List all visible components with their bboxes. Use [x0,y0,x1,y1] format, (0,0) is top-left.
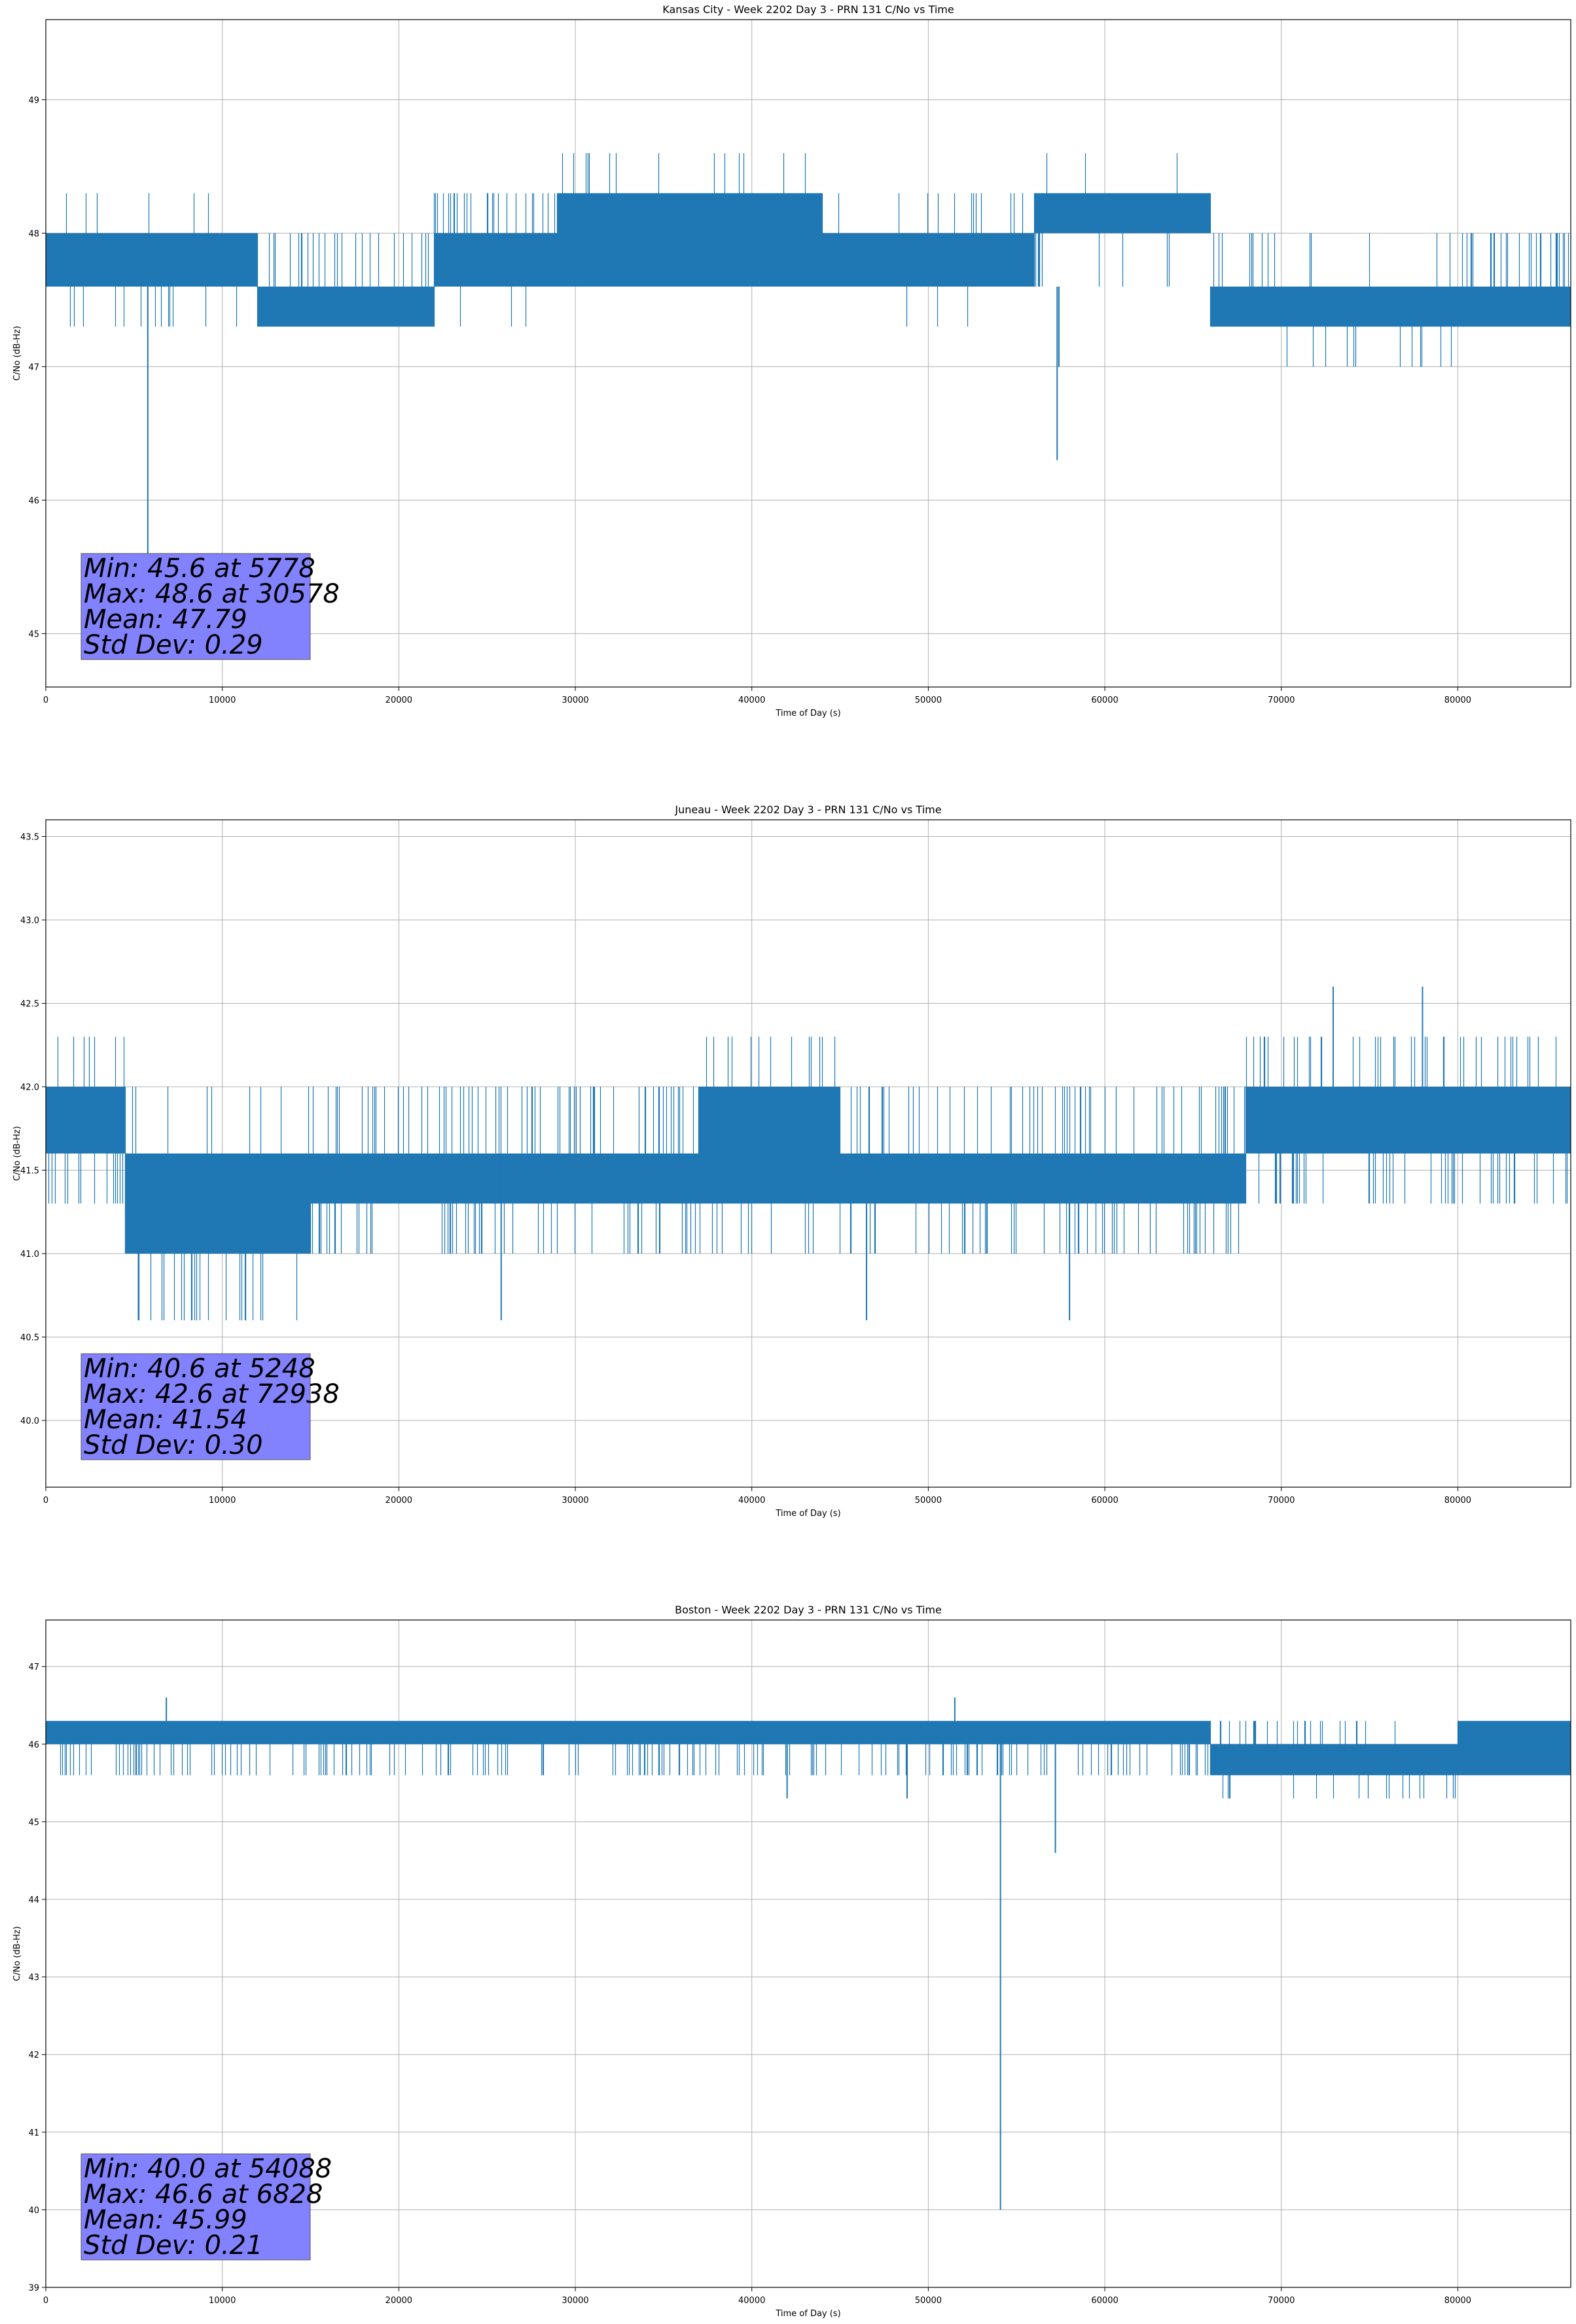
y-tick-label: 39 [28,2283,39,2293]
x-tick-label: 20000 [385,695,412,705]
y-tick-label: 44 [28,1895,39,1905]
x-tick-label: 10000 [209,695,236,705]
x-tick-label: 80000 [1444,2296,1471,2306]
x-tick-label: 80000 [1444,695,1471,705]
y-tick-label: 42.0 [20,1083,39,1093]
x-tick-label: 60000 [1091,1496,1118,1505]
y-tick-label: 47 [28,362,39,372]
stats-line: Min: 40.0 at 54088 [84,2154,332,2184]
x-tick-label: 50000 [915,695,942,705]
x-tick-label: 70000 [1268,695,1295,705]
stats-line: Max: 46.6 at 6828 [84,2179,323,2210]
axes-frame [45,1619,1571,2288]
stats-line: Max: 48.6 at 30578 [84,579,340,609]
chart-title: Kansas City - Week 2202 Day 3 - PRN 131 … [662,3,954,16]
stats-line: Mean: 45.99 [84,2205,247,2235]
y-tick-label: 43.0 [20,916,39,926]
x-tick-label: 10000 [209,1496,236,1505]
y-tick-label: 41.5 [20,1167,39,1176]
stats-line: Std Dev: 0.21 [84,2230,263,2261]
x-axis-label: Time of Day (s) [775,709,840,718]
x-tick-label: 50000 [915,2296,942,2306]
stats-line: Std Dev: 0.30 [84,1430,263,1460]
stats-line: Std Dev: 0.29 [84,630,263,660]
x-axis-label: Time of Day (s) [775,1509,840,1519]
y-tick-label: 40 [28,2206,39,2215]
y-axis-label: C/No (dB-Hz) [12,1126,22,1181]
axes-frame [45,19,1571,688]
x-tick-label: 40000 [738,695,765,705]
series-line [45,1036,1571,1320]
x-tick-label: 30000 [562,1496,588,1505]
y-tick-label: 43.5 [20,833,39,843]
series-line [45,153,1571,367]
x-tick-label: 0 [43,1496,48,1505]
chart-title: Boston - Week 2202 Day 3 - PRN 131 C/No … [675,1604,942,1616]
x-axis-label: Time of Day (s) [775,2309,840,2319]
y-tick-label: 46 [28,496,39,506]
x-tick-label: 80000 [1444,1496,1471,1505]
series-line [45,1721,1571,1799]
stats-box [81,2153,311,2261]
chart-title: Juneau - Week 2202 Day 3 - PRN 131 C/No … [674,803,941,816]
x-tick-label: 10000 [209,2296,236,2306]
stats-line: Mean: 41.54 [84,1405,247,1435]
stats-line: Mean: 47.79 [84,605,247,635]
y-axis-label: C/No (dB-Hz) [12,326,22,381]
y-tick-label: 47 [28,1663,39,1672]
y-tick-label: 49 [28,96,39,105]
y-tick-label: 45 [28,629,39,639]
y-tick-label: 42 [28,2051,39,2060]
stats-box [81,553,311,660]
x-tick-label: 30000 [562,695,588,705]
chart-2: 0 10000 20000 30000 40000 50000 60000 70000 8000… [12,803,1571,1519]
y-tick-label: 41 [28,2128,39,2138]
y-tick-label: 40.0 [20,1417,39,1426]
stats-box [81,1353,311,1460]
stats-line: Min: 40.6 at 5248 [84,1354,315,1384]
stats-line: Min: 45.6 at 5778 [84,554,315,584]
axes-frame [45,819,1571,1488]
x-tick-label: 0 [43,695,48,705]
x-tick-label: 20000 [385,2296,412,2306]
x-tick-label: 60000 [1091,695,1118,705]
y-tick-label: 40.5 [20,1333,39,1343]
stats-line: Max: 42.6 at 72938 [84,1379,340,1409]
x-tick-label: 70000 [1268,1496,1295,1505]
chart-3: 0 10000 20000 30000 40000 50000 60000 70000 8000… [12,1604,1571,2319]
y-tick-label: 45 [28,1818,39,1827]
x-tick-label: 0 [43,2296,48,2306]
y-tick-label: 46 [28,1740,39,1750]
x-tick-label: 20000 [385,1496,412,1505]
x-tick-label: 40000 [738,1496,765,1505]
x-tick-label: 50000 [915,1496,942,1505]
x-tick-label: 30000 [562,2296,588,2306]
y-tick-label: 48 [28,229,39,239]
y-tick-label: 43 [28,1973,39,1983]
y-tick-label: 42.5 [20,1000,39,1010]
y-axis-label: C/No (dB-Hz) [12,1926,22,1981]
x-tick-label: 60000 [1091,2296,1118,2306]
chart-1: 0 10000 20000 30000 40000 50000 60000 70000 8000… [12,3,1571,718]
x-tick-label: 70000 [1268,2296,1295,2306]
x-tick-label: 40000 [738,2296,765,2306]
y-tick-label: 41.0 [20,1250,39,1259]
